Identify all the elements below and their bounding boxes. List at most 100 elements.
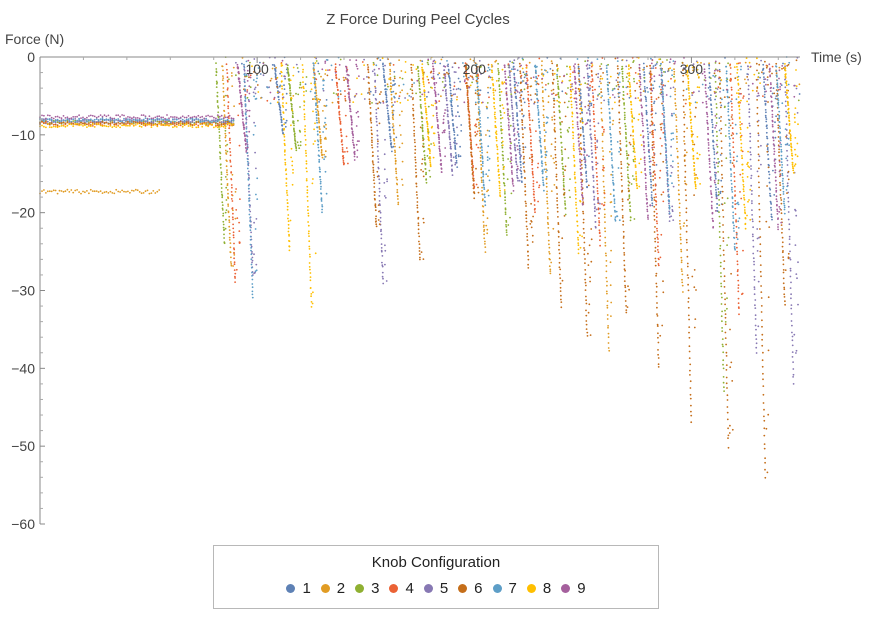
data-point [735,236,738,239]
data-point [689,363,692,366]
data-point [222,75,224,77]
data-point [284,121,287,124]
data-point [594,221,597,223]
data-point [389,68,391,71]
data-point [232,212,234,215]
data-point [504,192,506,195]
data-point [590,61,593,64]
data-point [619,142,622,145]
data-point [607,336,610,339]
data-point [553,115,556,117]
data-point [376,170,379,173]
data-point [343,79,345,82]
data-point [425,173,427,176]
data-point [162,121,165,123]
data-point [483,194,486,196]
data-point [766,145,768,147]
data-point [623,268,626,271]
data-point [647,137,650,140]
data-point [558,252,561,255]
data-point [722,240,725,242]
data-point [584,82,587,85]
data-point [254,92,257,95]
data-point [753,263,755,266]
data-point [298,147,301,150]
data-point [780,202,783,205]
data-point [322,110,324,112]
data-point [228,147,231,150]
data-point [585,284,587,287]
data-point [788,235,791,238]
data-point [148,121,151,124]
data-point [618,101,621,103]
data-point [620,172,623,175]
data-point [201,120,204,123]
data-point [82,190,84,193]
data-point [373,72,376,75]
data-point [316,109,319,111]
data-point [779,184,782,187]
data-point [527,85,529,88]
data-point [610,249,612,252]
data-point [673,73,676,76]
data-point [685,194,687,197]
data-point [548,252,551,255]
data-point [454,163,457,166]
data-point [86,190,88,192]
data-point [319,128,321,131]
data-point [599,65,601,68]
data-point [519,148,521,150]
data-point [748,111,751,114]
data-point [602,165,605,167]
data-point [776,117,779,120]
data-point [383,69,385,71]
data-point [233,248,236,251]
data-point [505,231,508,234]
data-point [344,151,346,153]
data-point [173,118,176,120]
data-point [498,84,501,86]
data-point [363,98,366,100]
data-point [217,116,220,119]
data-point [369,103,371,105]
data-point [467,78,469,81]
data-point [582,210,584,213]
data-point [661,85,664,88]
data-point [381,264,384,267]
data-point [716,139,718,142]
data-point [675,125,678,127]
data-point [99,190,102,193]
data-point [382,63,384,66]
data-point [376,134,379,137]
data-point [519,76,522,78]
data-point [543,125,545,127]
data-point [454,62,457,65]
data-point [382,74,385,76]
data-point [281,125,284,127]
data-point [146,119,149,122]
data-point [519,96,522,99]
data-point [662,160,665,163]
data-point [512,114,514,117]
data-point [773,194,776,196]
data-point [218,128,221,131]
data-point [627,80,630,83]
data-point [653,214,656,217]
data-point [319,180,322,183]
data-point [481,157,484,160]
data-point [584,262,586,264]
data-point [683,130,686,133]
data-point [766,150,769,153]
data-point [629,210,632,213]
data-point [283,88,286,90]
data-point [447,122,450,125]
data-point [337,89,339,92]
data-point [767,83,769,86]
data-point [771,218,773,221]
data-point [213,120,215,123]
data-point [657,241,659,244]
data-point [624,295,627,298]
data-point [556,83,559,85]
data-point [339,93,342,96]
data-point [624,122,626,125]
